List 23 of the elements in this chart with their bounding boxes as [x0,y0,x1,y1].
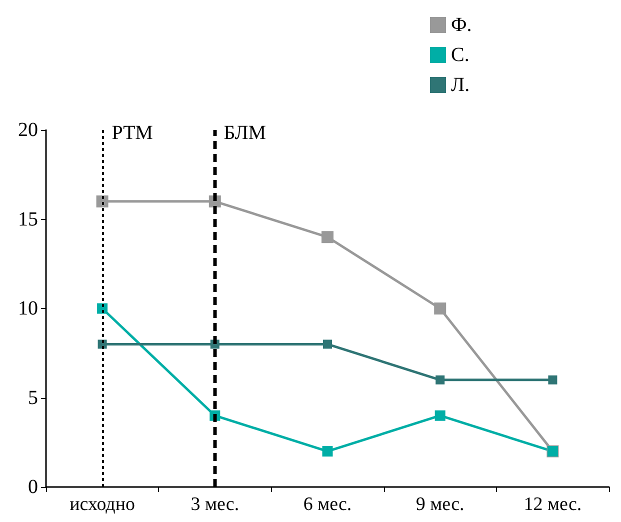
ref-line-label: РТМ [112,122,154,144]
y-tick-label: 20 [18,119,38,141]
ref-line-label: БЛМ [224,122,266,144]
point [434,410,446,421]
point [322,446,333,457]
y-tick-label: 10 [18,298,38,320]
point [434,302,446,314]
x-tick-label: 6 мес. [303,494,352,515]
y-tick-label: 0 [28,476,38,498]
x-tick-label: 3 мес. [190,494,240,515]
legend-label: Ф. [451,14,472,36]
y-tick-label: 15 [18,208,38,230]
x-tick-label: 12 мес. [524,494,582,515]
point [96,195,108,208]
legend-label: С. [451,44,470,66]
point [548,375,558,384]
point [322,231,334,244]
point [436,375,445,384]
point [323,340,332,349]
legend-label: Л. [451,74,470,96]
x-tick-label: исходно [70,494,136,515]
x-tick-label: 9 мес. [416,494,464,515]
y-tick-label: 5 [28,386,38,409]
